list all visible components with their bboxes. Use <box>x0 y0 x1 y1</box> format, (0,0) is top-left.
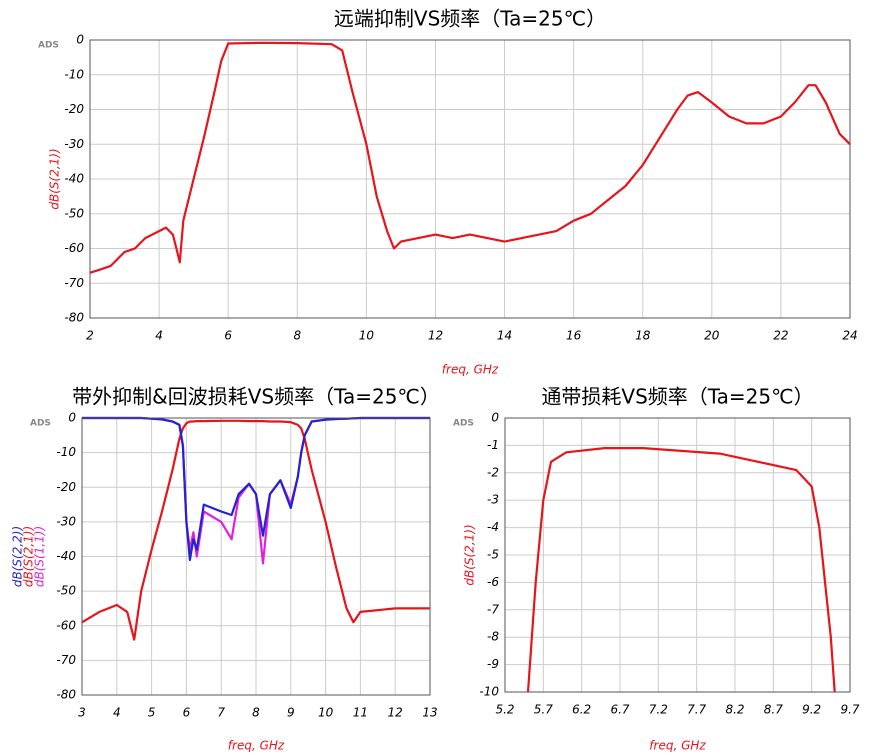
y-tick-label: -60 <box>64 241 84 255</box>
y-tick-label: -7 <box>487 602 499 616</box>
y-tick-label: -30 <box>56 514 76 528</box>
x-tick-label: 13 <box>422 706 437 720</box>
y-tick-label: -50 <box>64 206 84 220</box>
y-tick-label: -60 <box>56 618 76 632</box>
watermark: ADS <box>30 419 51 429</box>
y-tick-label: -70 <box>64 276 84 290</box>
x-tick-label: 24 <box>842 329 857 343</box>
y-tick-label: -40 <box>64 172 84 186</box>
watermark: ADS <box>453 419 474 429</box>
plot-frame <box>504 417 851 693</box>
x-tick-label: 20 <box>704 329 720 343</box>
x-tick-label: 10 <box>318 706 334 720</box>
chart-title: 远端抑制VS频率（Ta=25℃） <box>334 7 606 31</box>
plot-frame <box>89 39 851 319</box>
x-tick-label: 3 <box>78 706 86 720</box>
x-axis-label: freq, GHz <box>649 739 706 753</box>
y-tick-label: -1 <box>487 438 499 452</box>
x-axis-label: freq, GHz <box>442 363 499 377</box>
x-tick-label: 7.2 <box>649 703 668 717</box>
x-tick-label: 10 <box>359 329 375 343</box>
series-line <box>89 41 851 274</box>
y-tick-label: -6 <box>487 575 499 589</box>
y-tick-label: 0 <box>76 33 84 47</box>
y-tick-label: -20 <box>56 480 76 494</box>
x-tick-label: 6.7 <box>610 703 629 717</box>
y-tick-label: -30 <box>64 137 84 151</box>
x-tick-label: 7 <box>217 706 225 720</box>
x-tick-label: 11 <box>353 706 368 720</box>
x-tick-label: 16 <box>566 329 582 343</box>
x-tick-label: 6.2 <box>572 703 591 717</box>
x-tick-label: 8.2 <box>725 703 744 717</box>
x-tick-label: 8 <box>293 329 301 343</box>
x-tick-label: 6 <box>183 706 191 720</box>
series-line <box>82 416 430 562</box>
watermark: ADS <box>38 41 59 51</box>
chart-title: 带外抑制&回波损耗VS频率（Ta=25℃） <box>72 385 440 409</box>
x-tick-label: 22 <box>773 329 788 343</box>
x-tick-label: 7.7 <box>687 703 706 717</box>
y-tick-label: -5 <box>487 548 499 562</box>
legend-entry: dB(S(2,1)) <box>48 148 62 209</box>
chart-title: 通带损耗VS频率（Ta=25℃） <box>541 385 813 409</box>
x-tick-label: 12 <box>428 329 443 343</box>
x-tick-label: 4 <box>155 329 163 343</box>
legend-entry: dB(S(2,1)) <box>22 526 36 587</box>
x-tick-label: 12 <box>388 706 403 720</box>
plot-frame <box>81 417 431 696</box>
y-tick-label: -80 <box>64 311 84 325</box>
x-tick-label: 9.7 <box>840 703 859 717</box>
y-tick-label: -2 <box>487 465 499 479</box>
y-tick-label: -8 <box>487 630 499 644</box>
series-line <box>526 447 836 693</box>
y-tick-label: -4 <box>487 520 499 534</box>
x-tick-label: 5 <box>148 706 156 720</box>
x-tick-label: 6 <box>224 329 232 343</box>
x-tick-label: 5.2 <box>495 703 514 717</box>
x-tick-label: 9.2 <box>802 703 821 717</box>
x-tick-label: 9 <box>287 706 295 720</box>
x-tick-label: 4 <box>113 706 121 720</box>
legend-entry: dB(S(2,2)) <box>11 526 25 587</box>
x-axis-label: freq, GHz <box>228 739 285 753</box>
y-tick-label: -10 <box>56 445 76 459</box>
x-tick-label: 2 <box>86 329 94 343</box>
y-tick-label: -9 <box>487 657 499 671</box>
legend-entry: dB(S(2,1)) <box>463 524 477 585</box>
series-line <box>81 419 430 641</box>
x-tick-label: 8.7 <box>764 703 783 717</box>
y-tick-label: -50 <box>56 584 76 598</box>
x-tick-label: 14 <box>497 329 512 343</box>
y-tick-label: -80 <box>56 688 76 702</box>
legend-entry: dB(S(1,1)) <box>33 526 47 587</box>
y-tick-label: -70 <box>56 653 76 667</box>
x-tick-label: 8 <box>252 706 260 720</box>
x-tick-label: 5.7 <box>534 703 553 717</box>
y-tick-label: -10 <box>64 67 84 81</box>
y-tick-label: -10 <box>479 685 499 699</box>
y-tick-label: -20 <box>64 102 84 116</box>
y-tick-label: -40 <box>56 549 76 563</box>
y-tick-label: 0 <box>68 411 76 425</box>
y-tick-label: 0 <box>491 411 499 425</box>
x-tick-label: 18 <box>635 329 651 343</box>
y-tick-label: -3 <box>487 493 499 507</box>
